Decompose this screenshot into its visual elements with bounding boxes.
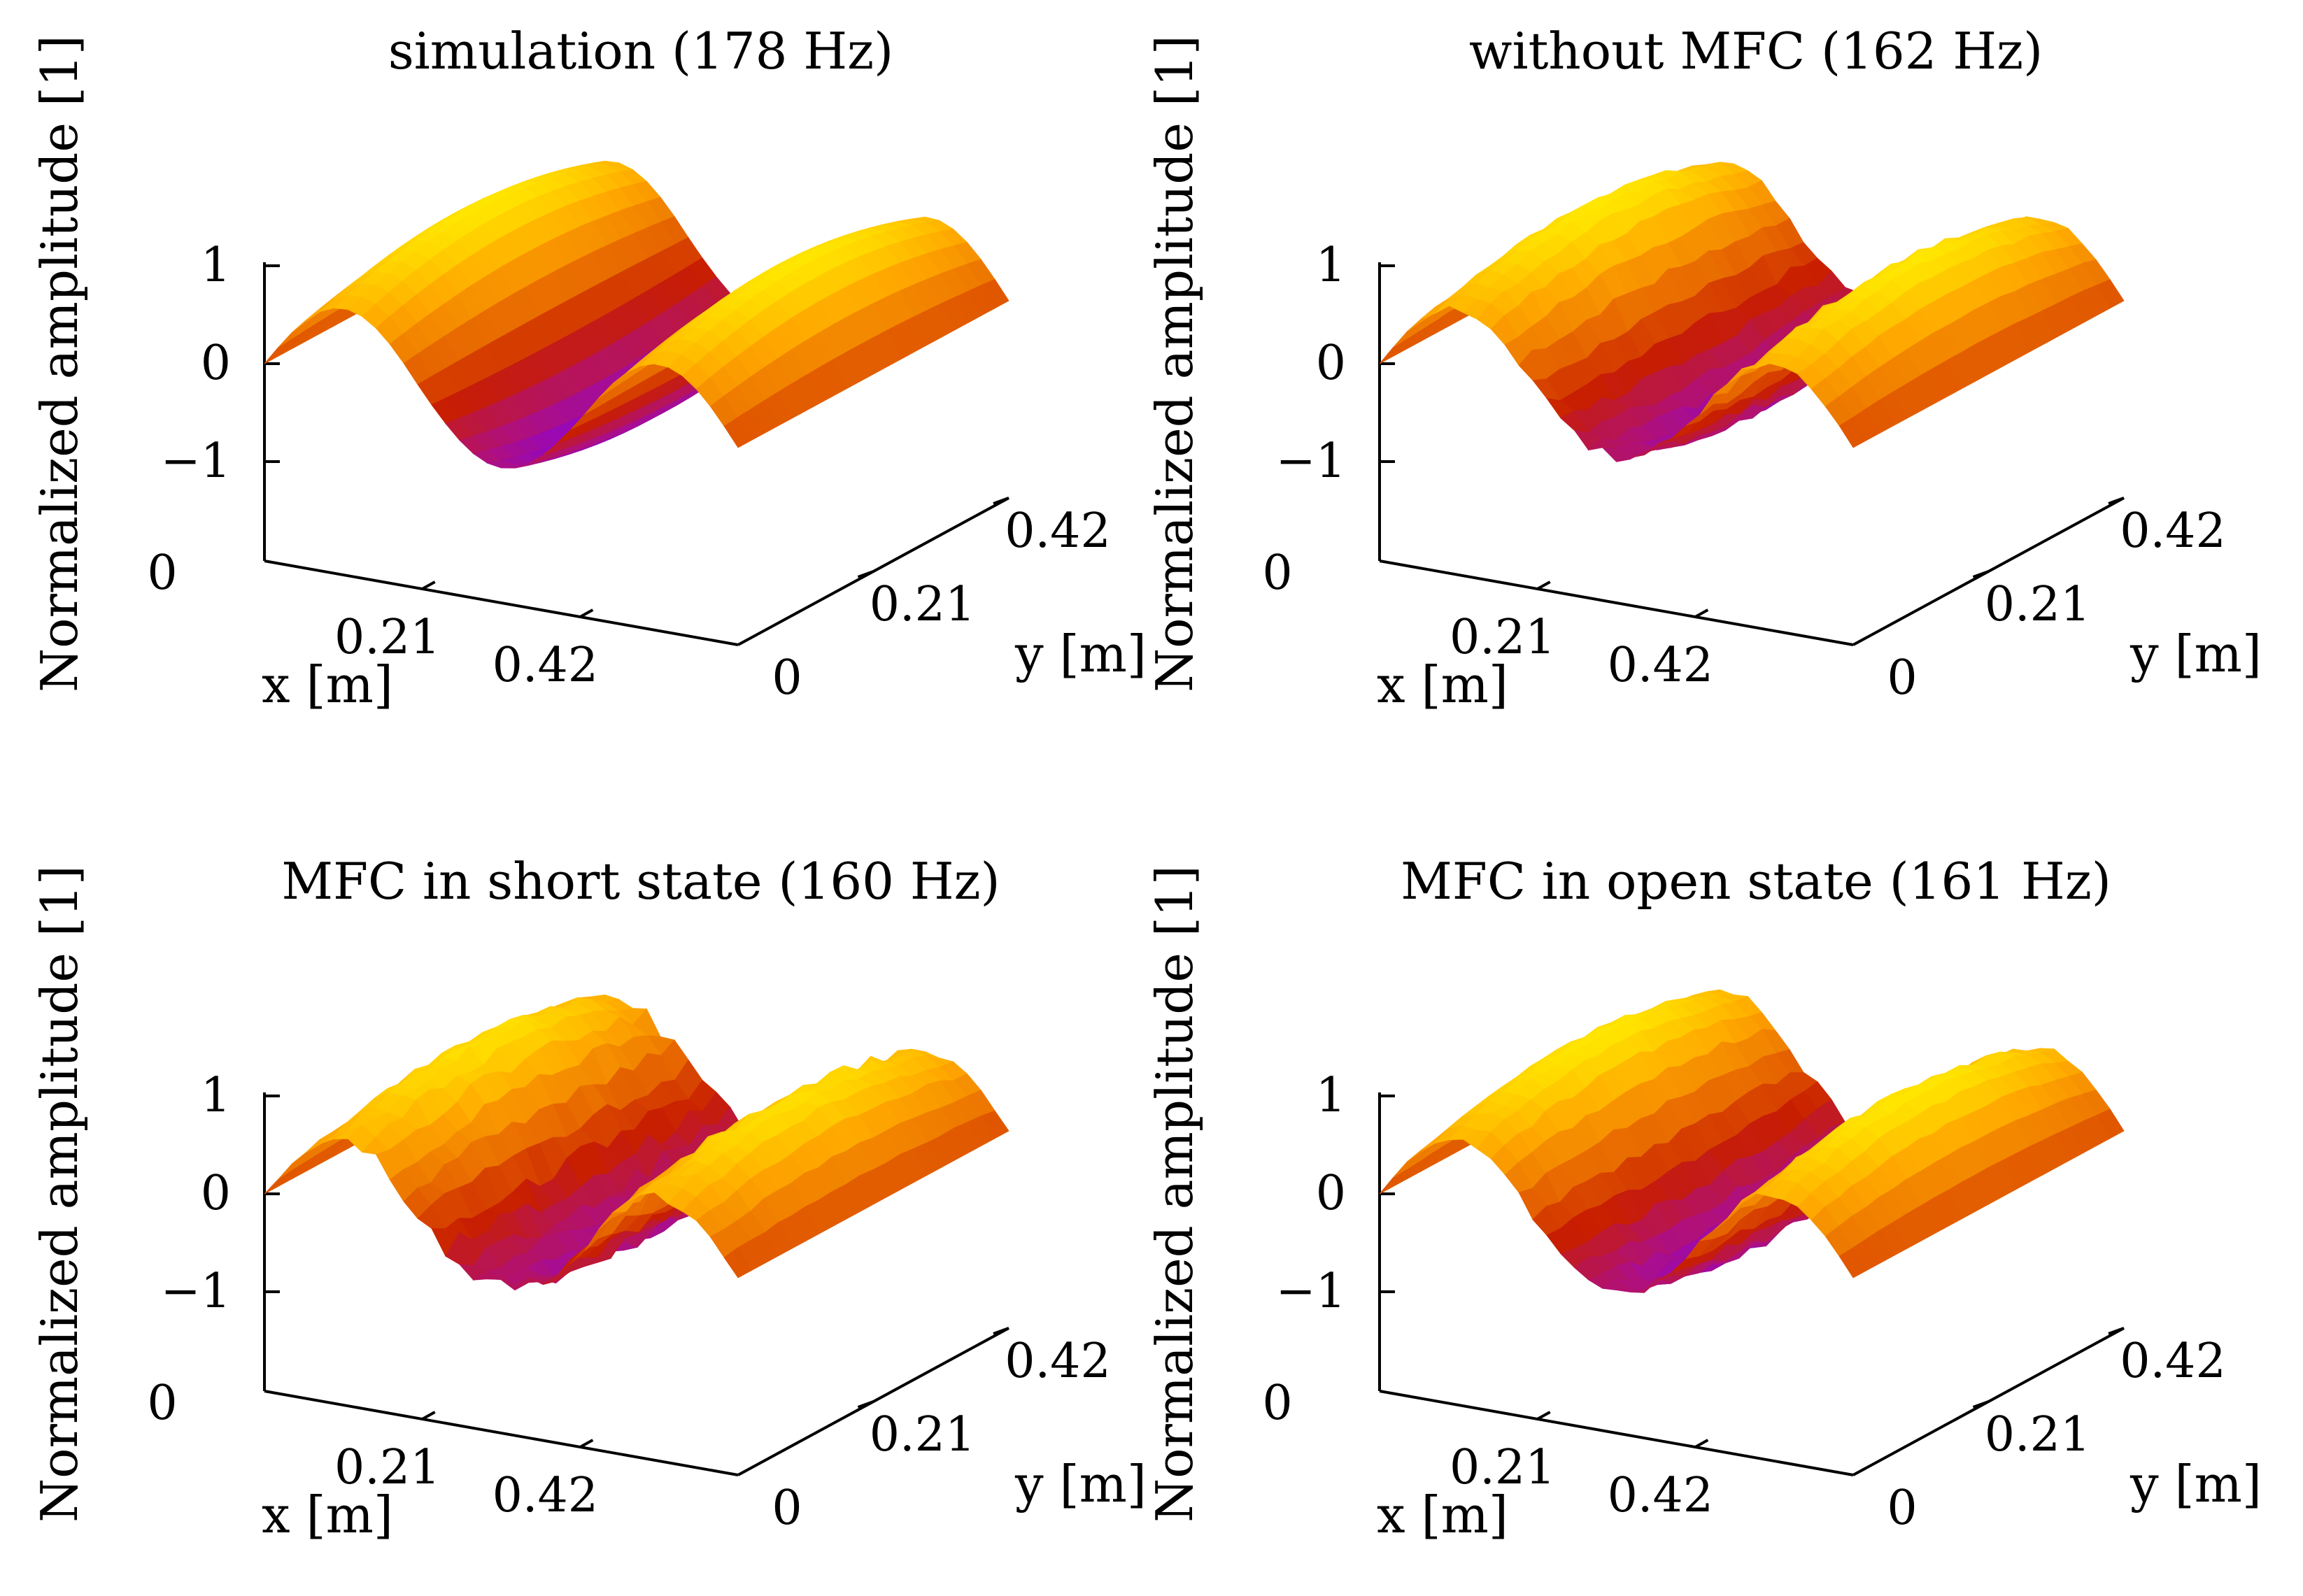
z-tick-label: −1 [161,434,231,489]
y-axis-label: y [m] [2130,625,2262,683]
x-tick [1694,608,1709,618]
y-tick [2108,1327,2125,1335]
x-axis-line [264,1390,739,1476]
chart-title: simulation (178 Hz) [388,22,893,80]
y-axis-label: y [m] [1014,1455,1147,1513]
z-tick-label: −1 [1276,434,1346,489]
y-tick-label: 0.42 [2120,1334,2225,1389]
x-tick-label: 0 [1262,1376,1292,1431]
surface-panel-2: 1 0 −1 0 0.21 0.42 0 0.21 0.42 without MFC (162 H… [1145,22,2262,714]
y-tick-label: 0 [772,1481,802,1536]
x-axis-label: x [m] [262,1485,393,1544]
y-tick-label: 0 [1887,1481,1917,1536]
y-tick-label: 0.21 [1985,1407,2090,1462]
z-tick-label: 1 [1316,1068,1346,1123]
z-tick-label: 1 [201,238,231,293]
x-tick-label: 0.42 [493,638,598,693]
z-tick-label: −1 [161,1264,231,1319]
y-tick-label: 0.42 [1005,1334,1110,1389]
y-axis-label: y [m] [2130,1455,2262,1513]
z-axis-label: Normalized amplitude [1] [30,865,89,1523]
y-tick [1972,1400,1990,1409]
surface-mesh [264,994,1009,1291]
x-axis-label: x [m] [1377,1485,1508,1544]
surface-cell [723,417,752,448]
chart-title: MFC in short state (160 Hz) [281,852,1000,911]
y-tick [2108,497,2125,505]
surface-panel-3: 1 0 −1 0 0.21 0.42 0 0.21 0.42 MFC in short state… [30,852,1147,1544]
x-tick [579,608,594,618]
axes [263,262,1009,646]
z-tick-label: 0 [1316,336,1346,391]
x-tick [1536,1411,1551,1420]
y-axis-label: y [m] [1014,625,1147,683]
x-axis-line [1379,1390,1854,1476]
x-tick-label: 0.21 [1450,1440,1555,1495]
z-axis-label: Normalized amplitude [1] [1145,35,1204,692]
axes [263,1092,1009,1476]
surface-mesh [1379,989,2125,1293]
surface-mesh [264,160,1009,469]
x-tick-label: 0 [147,546,177,601]
z-axis-label: Normalized amplitude [1] [30,35,89,692]
y-tick [993,497,1009,505]
y-tick-label: 0 [772,650,802,706]
x-tick [579,1439,594,1448]
y-tick [857,1400,874,1409]
z-tick-label: 0 [1316,1166,1346,1221]
surface-cell [264,1169,292,1195]
panels: 1 0 −1 0 0.21 0.42 0 0.21 0.42 simulation (178 Hz… [30,22,2262,1544]
x-axis-line [1379,560,1854,646]
x-tick-label: 0.42 [1608,1468,1713,1523]
surface-mesh [1379,162,2125,462]
x-tick [1536,580,1551,590]
surface-panel-4: 1 0 −1 0 0.21 0.42 0 0.21 0.42 MFC in open state … [1145,852,2262,1544]
x-tick-label: 0 [147,1376,177,1431]
axes [1378,262,2125,646]
y-tick [1972,570,1990,578]
z-axis-label: Normalized amplitude [1] [1145,865,1204,1523]
x-axis-line [264,560,739,646]
chart-title: without MFC (162 Hz) [1469,22,2043,80]
z-tick-label: 1 [1316,238,1346,293]
x-tick [421,1411,436,1420]
z-tick-label: −1 [1276,1264,1346,1319]
surface-cell [1838,1247,1867,1278]
y-tick-label: 0.21 [870,1407,975,1462]
x-tick [1694,1439,1709,1448]
x-tick-label: 0 [1262,546,1292,601]
y-tick-label: 0.42 [2120,504,2225,559]
x-tick-label: 0.21 [1450,610,1555,665]
x-axis-label: x [m] [1377,655,1508,714]
chart-title: MFC in open state (161 Hz) [1401,852,2111,911]
x-tick-label: 0.42 [1608,638,1713,693]
y-tick [857,570,874,578]
y-tick-label: 0.21 [1985,577,2090,632]
z-tick-label: 0 [201,1166,231,1221]
surface-cell [723,1247,752,1278]
x-tick-label: 0.42 [493,1468,598,1523]
z-tick-label: 1 [201,1068,231,1123]
axes [1378,1092,2125,1476]
x-tick [421,580,436,590]
x-tick-label: 0.21 [334,1440,440,1495]
z-tick-label: 0 [201,336,231,391]
y-tick-label: 0.21 [870,577,975,632]
x-tick-label: 0.21 [334,610,440,665]
x-axis-label: x [m] [262,655,393,714]
surface-panel-1: 1 0 −1 0 0.21 0.42 0 0.21 0.42 simulation (178 Hz… [30,22,1147,714]
y-tick-label: 0.42 [1005,504,1110,559]
surface-cell [1838,417,1867,448]
y-tick-label: 0 [1887,650,1917,706]
y-tick [993,1327,1009,1335]
